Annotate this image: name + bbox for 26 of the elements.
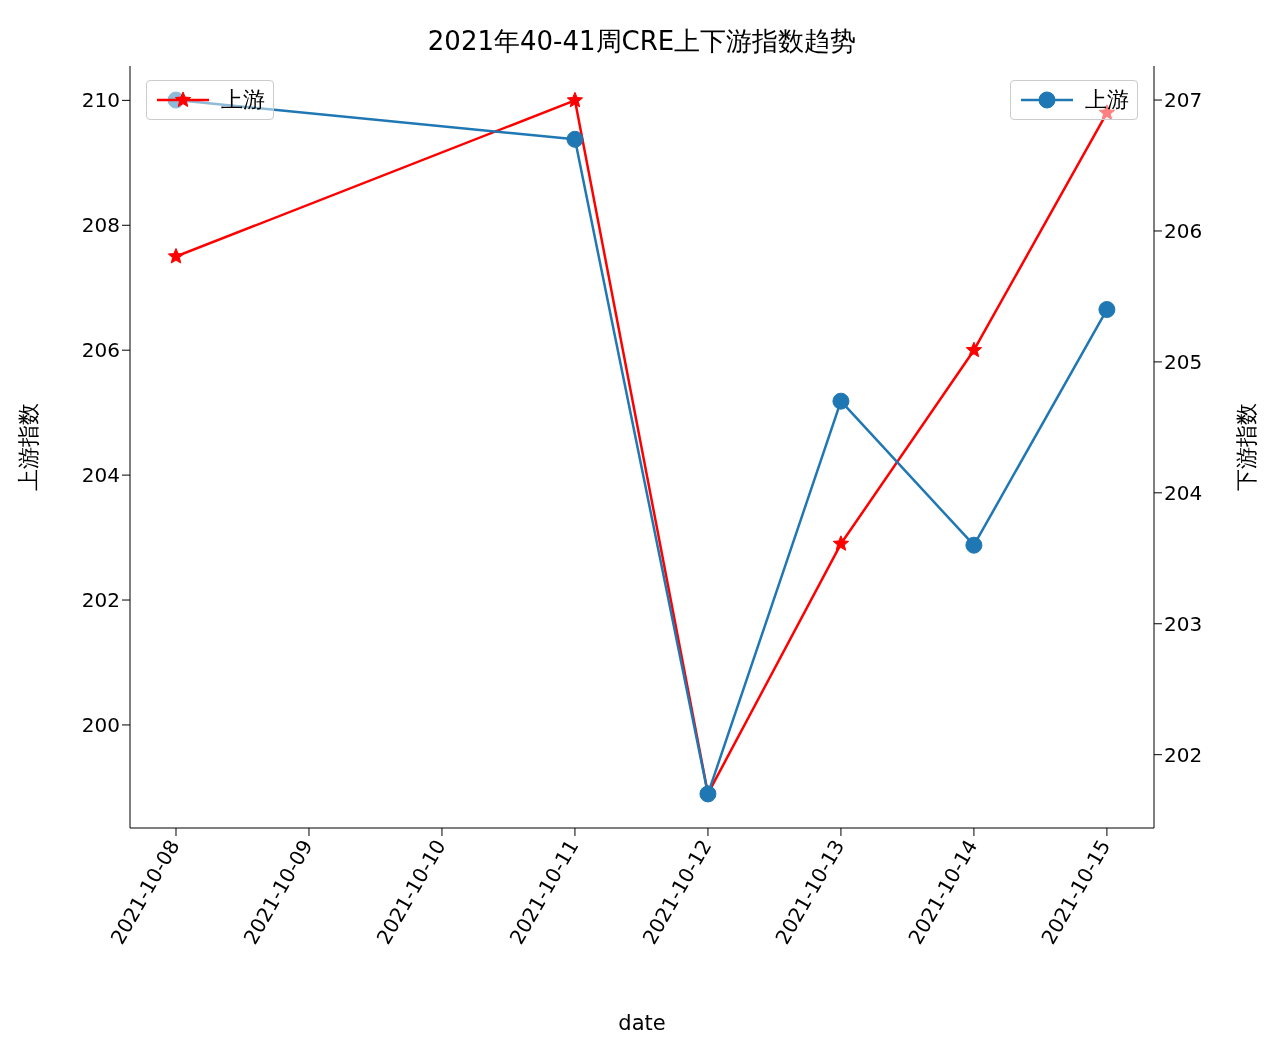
point [832, 535, 850, 551]
y-tick-label: 206 [81, 338, 120, 363]
y2-tick-label: 204 [1164, 480, 1203, 505]
point [566, 91, 584, 108]
y-tick-label: 202 [81, 588, 120, 613]
chart-title: 2021年40-41周CRE上下游指数趋势 [426, 25, 858, 58]
y2-tick-label: 206 [1164, 219, 1203, 244]
x-axis-title: date [618, 1011, 666, 1035]
legend-label: 上游 [1085, 86, 1129, 114]
point [965, 536, 983, 554]
y2-tick-label: 202 [1164, 742, 1203, 767]
point [566, 130, 584, 148]
point [832, 392, 850, 410]
legend-label: 上游 [221, 86, 265, 114]
y2-axis-title: 下游指数 [1233, 403, 1259, 491]
y-axis-title: 上游指数 [15, 403, 41, 491]
y2-tick-label: 203 [1164, 611, 1203, 636]
y-tick-label: 210 [81, 88, 120, 113]
y2-tick-label: 207 [1164, 88, 1203, 113]
y2-tick-label: 205 [1164, 350, 1203, 374]
y-tick-label: 208 [81, 213, 120, 238]
point [167, 248, 185, 264]
point [965, 341, 983, 358]
y-tick-label: 204 [81, 463, 120, 488]
point [1098, 301, 1116, 319]
y-tick-label: 200 [81, 713, 120, 738]
